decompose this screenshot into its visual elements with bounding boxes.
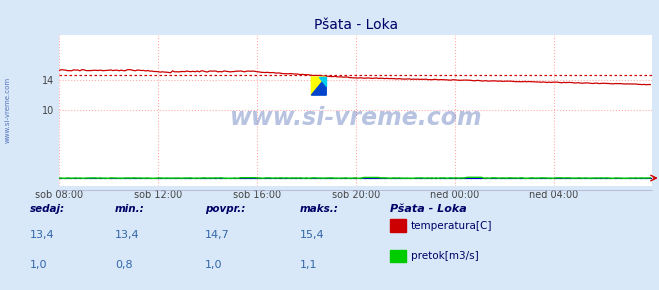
Polygon shape: [312, 77, 326, 95]
Text: min.:: min.:: [115, 204, 145, 214]
Text: Pšata - Loka: Pšata - Loka: [390, 204, 467, 214]
Bar: [390, 220, 406, 232]
Text: 1,1: 1,1: [300, 260, 318, 270]
Text: 15,4: 15,4: [300, 230, 325, 240]
Bar: [390, 250, 406, 262]
Text: 14,7: 14,7: [205, 230, 230, 240]
Polygon shape: [312, 77, 326, 95]
Text: www.si-vreme.com: www.si-vreme.com: [5, 77, 11, 143]
Text: www.si-vreme.com: www.si-vreme.com: [229, 106, 482, 130]
Text: temperatura[C]: temperatura[C]: [411, 220, 492, 231]
Text: 1,0: 1,0: [205, 260, 223, 270]
Title: Pšata - Loka: Pšata - Loka: [314, 18, 398, 32]
Polygon shape: [319, 77, 326, 86]
Text: sedaj:: sedaj:: [30, 204, 65, 214]
Text: pretok[m3/s]: pretok[m3/s]: [411, 251, 478, 261]
Text: 0,8: 0,8: [115, 260, 132, 270]
Text: 13,4: 13,4: [30, 230, 55, 240]
Text: maks.:: maks.:: [300, 204, 339, 214]
Text: povpr.:: povpr.:: [205, 204, 245, 214]
Text: 13,4: 13,4: [115, 230, 140, 240]
Text: 1,0: 1,0: [30, 260, 47, 270]
